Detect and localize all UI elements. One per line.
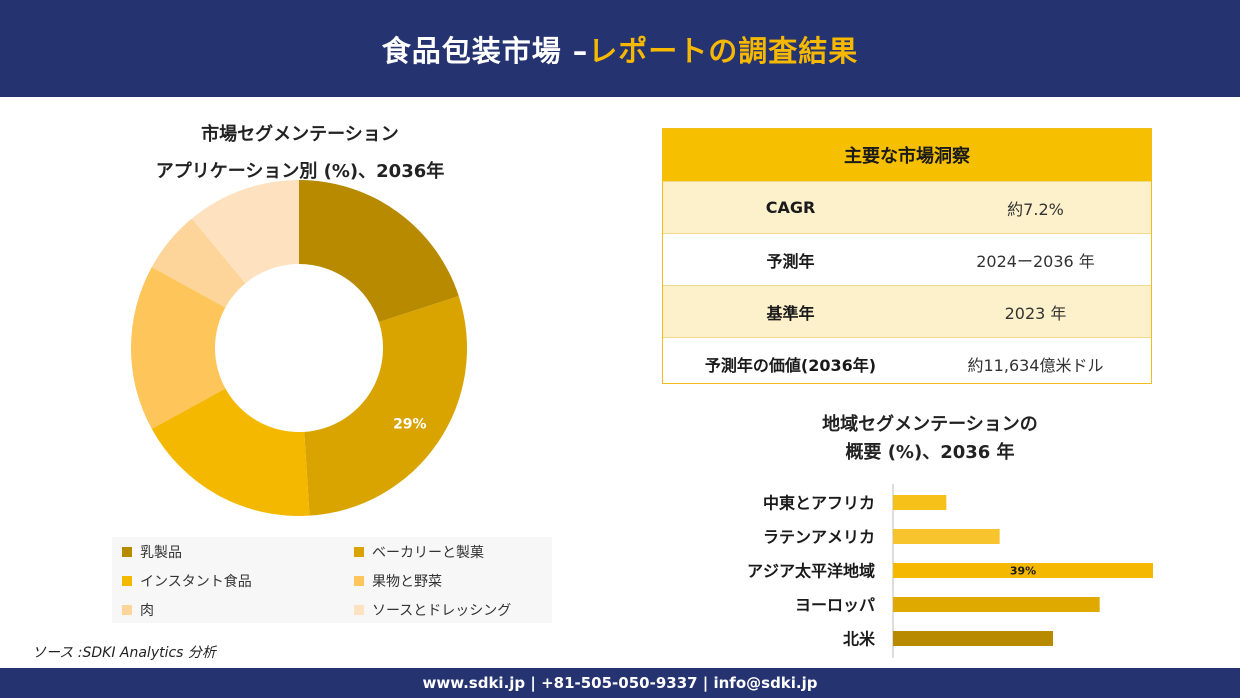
region-category-label: 中東とアフリカ — [763, 494, 875, 513]
legend-swatch — [122, 575, 132, 586]
legend-label: 乳製品 — [140, 544, 182, 561]
donut-slice-6 — [191, 180, 299, 284]
insight-value: 2023 年 — [1004, 303, 1067, 323]
insight-key: 予測年の価値(2036年) — [704, 355, 877, 375]
insight-row-forecast-year: 予測年 2024ー2036 年 — [663, 233, 1151, 285]
donut-slice-5 — [151, 218, 246, 308]
insight-heading: 主要な市場洞察 — [663, 129, 1151, 181]
report-title-part2: レポートの調査結果 — [588, 33, 859, 68]
region-bar-5 — [893, 631, 1053, 646]
region-category-label: ヨーロッパ — [795, 596, 875, 615]
legend-item: 肉 — [112, 595, 344, 624]
legend-item: 果物と野菜 — [344, 566, 552, 595]
legend-item: 乳製品 — [112, 537, 344, 566]
donut-slice-3 — [151, 388, 310, 516]
legend-label: ソースとドレッシング — [372, 602, 512, 619]
report-title: 食品包装市場 –レポートの調査結果 — [382, 28, 859, 70]
bar-title-line2: 概要 (%)、2036 年 — [845, 442, 1015, 463]
legend-swatch — [122, 546, 132, 557]
legend-label: 果物と野菜 — [372, 573, 442, 590]
insight-key: CAGR — [765, 198, 816, 217]
region-category-label: 北米 — [843, 630, 876, 649]
insight-value: 2024ー2036 年 — [976, 251, 1095, 271]
region-data-label: 39% — [1010, 565, 1036, 578]
insight-row-cagr: CAGR 約7.2% — [663, 181, 1151, 233]
region-bar-2 — [893, 529, 1000, 544]
region-bar-1 — [893, 495, 947, 510]
insight-row-base-year: 基準年 2023 年 — [663, 285, 1151, 337]
legend-swatch — [354, 575, 364, 586]
donut-title-line1: 市場セグメンテーション — [201, 124, 399, 145]
source-note: ソース :SDKI Analytics 分析 — [32, 645, 216, 661]
legend-item: ソースとドレッシング — [344, 595, 552, 624]
legend-swatch — [354, 546, 364, 557]
legend-label: インスタント食品 — [140, 573, 252, 590]
region-category-label: アジア太平洋地域 — [747, 562, 875, 581]
insight-key: 基準年 — [766, 303, 815, 323]
bar-title-line1: 地域セグメンテーションの — [822, 414, 1038, 435]
insight-value: 約7.2% — [1007, 199, 1064, 219]
legend-swatch — [354, 604, 364, 615]
donut-chart: 29% — [131, 180, 467, 516]
footer-contact: www.sdki.jp | +81-505-050-9337 | info@sd… — [0, 668, 1240, 698]
report-title-part1: 食品包装市場 – — [381, 33, 589, 68]
legend-item: インスタント食品 — [112, 566, 344, 595]
donut-slice-4 — [131, 267, 226, 429]
region-bar-3 — [893, 563, 1153, 578]
legend-item: ベーカリーと製菓 — [344, 537, 552, 566]
donut-slice-1 — [299, 180, 459, 323]
insight-key: 予測年 — [766, 251, 815, 271]
donut-legend: 乳製品 ベーカリーと製菓インスタント食品 果物と野菜肉 ソースとドレッシング — [112, 537, 552, 623]
donut-slice-2 — [304, 296, 467, 516]
region-category-label: ラテンアメリカ — [763, 528, 875, 547]
market-insight-table: 主要な市場洞察 CAGR 約7.2% 予測年 2024ー2036 年 基準年 2… — [662, 128, 1152, 384]
header-bar: 食品包装市場 –レポートの調査結果 — [0, 0, 1240, 97]
donut-data-label: 29% — [393, 416, 427, 432]
region-bar-4 — [893, 597, 1100, 612]
legend-swatch — [122, 604, 132, 615]
insight-row-forecast-value: 予測年の価値(2036年) 約11,634億米ドル — [663, 337, 1151, 389]
insight-value: 約11,634億米ドル — [967, 355, 1104, 375]
legend-label: 肉 — [140, 602, 154, 619]
donut-title-line2: アプリケーション別 (%)、2036年 — [155, 161, 445, 182]
legend-label: ベーカリーと製菓 — [372, 544, 484, 561]
